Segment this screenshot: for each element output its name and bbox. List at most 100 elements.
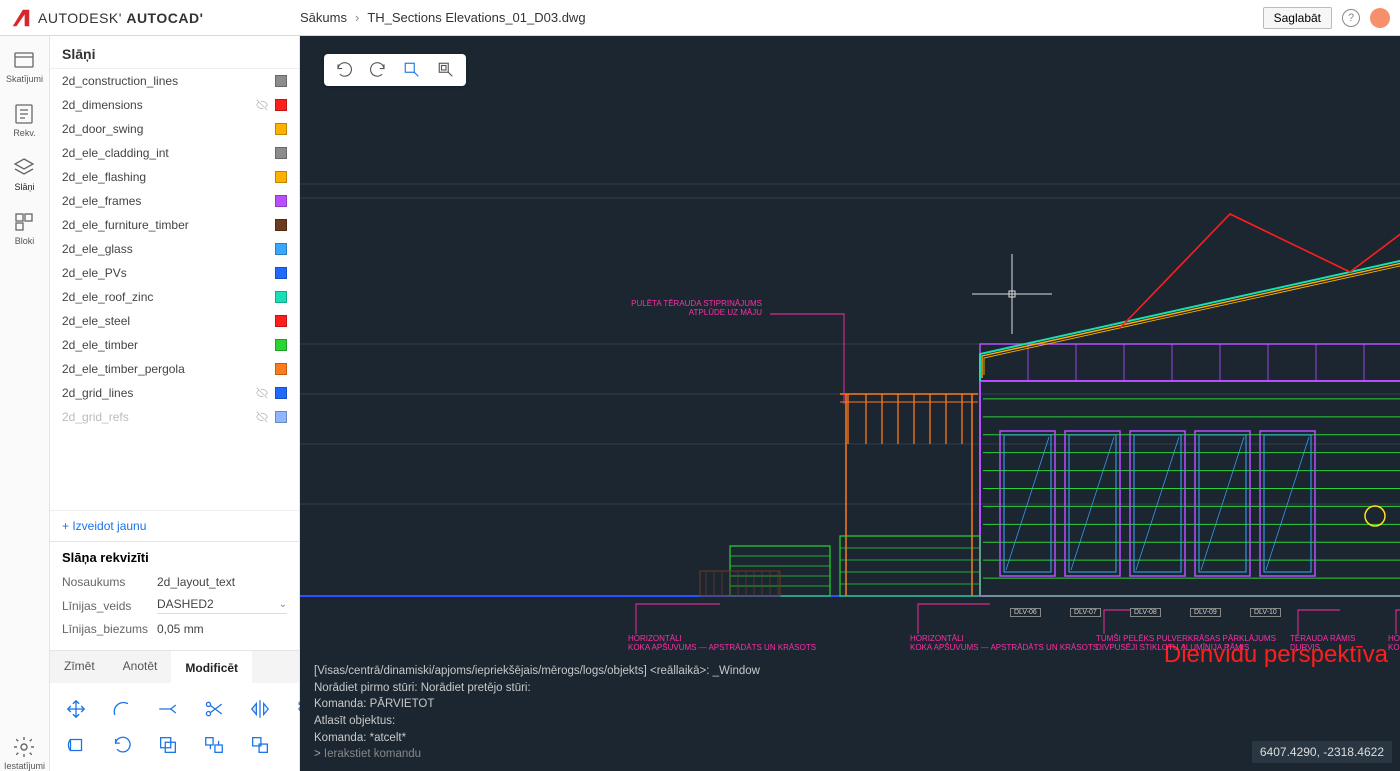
tool-arc[interactable]	[104, 693, 140, 725]
tool-move[interactable]	[58, 693, 94, 725]
layer-row[interactable]: 2d_dimensions	[50, 93, 299, 117]
tab-anotēt[interactable]: Anotēt	[109, 651, 172, 683]
console-line: Komanda: *atcelt*	[314, 730, 1280, 747]
layer-name: 2d_door_swing	[62, 122, 255, 136]
blocks-icon	[12, 210, 36, 234]
rail-label: Rekv.	[13, 128, 35, 138]
breadcrumb-file[interactable]: TH_Sections Elevations_01_D03.dwg	[367, 10, 585, 25]
layer-name: 2d_grid_refs	[62, 410, 255, 424]
layer-color-swatch[interactable]	[275, 99, 287, 111]
rail-item-views[interactable]: Skatījumi	[6, 48, 43, 84]
layer-row[interactable]: 2d_grid_lines	[50, 381, 299, 405]
tool-subset[interactable]	[58, 729, 94, 761]
tab-zīmēt[interactable]: Zīmēt	[50, 651, 109, 683]
layer-color-swatch[interactable]	[275, 387, 287, 399]
topbar: AUTODESK' AUTOCAD' Sākums › TH_Sections …	[0, 0, 1400, 36]
tool-align[interactable]	[196, 729, 232, 761]
visibility-off-icon[interactable]	[255, 410, 269, 424]
visibility-off-icon[interactable]	[255, 386, 269, 400]
layer-row[interactable]: 2d_ele_steel	[50, 309, 299, 333]
tool-undo-sq[interactable]	[104, 729, 140, 761]
layer-row[interactable]: 2d_construction_lines	[50, 69, 299, 93]
layer-color-swatch[interactable]	[275, 243, 287, 255]
layer-row[interactable]: 2d_ele_cladding_int	[50, 141, 299, 165]
layer-props-title: Slāņa rekvizīti	[62, 550, 287, 565]
layer-row[interactable]: 2d_ele_frames	[50, 189, 299, 213]
layer-color-swatch[interactable]	[275, 195, 287, 207]
breadcrumb-sep-icon: ›	[355, 10, 359, 25]
layer-color-swatch[interactable]	[275, 171, 287, 183]
app-logo: AUTODESK' AUTOCAD'	[10, 7, 300, 29]
rail-item-blocks[interactable]: Bloki	[12, 210, 36, 246]
save-button[interactable]: Saglabāt	[1263, 7, 1332, 29]
prop-lineweight-value[interactable]: 0,05 mm	[157, 622, 287, 636]
canvas-tool-zoom-window[interactable]	[400, 60, 424, 80]
layer-color-swatch[interactable]	[275, 291, 287, 303]
layer-color-swatch[interactable]	[275, 219, 287, 231]
canvas[interactable]: Dienvidu perspektīva PULĒTA TĒRAUDA STIP…	[300, 36, 1400, 771]
views-icon	[12, 48, 36, 72]
layer-name: 2d_ele_timber_pergola	[62, 362, 255, 376]
layer-list[interactable]: 2d_construction_lines2d_dimensions 2d_doo…	[50, 68, 299, 510]
canvas-tool-zoom-extents[interactable]	[434, 60, 458, 80]
tool-scissors[interactable]	[196, 693, 232, 725]
prop-name-value[interactable]: 2d_layout_text	[157, 575, 287, 589]
layers-title: Slāņi	[50, 36, 299, 68]
rail-item-settings[interactable]: Iestatījumi	[4, 735, 45, 771]
tool-tabs: ZīmētAnotētModificēt	[50, 651, 299, 683]
create-layer-button[interactable]: Izveidot jaunu	[50, 510, 299, 541]
rail-item-props[interactable]: Rekv.	[12, 102, 36, 138]
layer-color-swatch[interactable]	[275, 123, 287, 135]
tool-copy[interactable]	[150, 729, 186, 761]
layer-name: 2d_ele_cladding_int	[62, 146, 255, 160]
layer-color-swatch[interactable]	[275, 315, 287, 327]
avatar[interactable]	[1370, 8, 1390, 28]
autodesk-logo-icon	[10, 7, 32, 29]
rail-item-layers[interactable]: Slāņi	[12, 156, 36, 192]
layer-name: 2d_ele_PVs	[62, 266, 255, 280]
layer-row[interactable]: 2d_ele_glass	[50, 237, 299, 261]
command-input[interactable]: Ierakstiet komandu	[314, 746, 1280, 763]
layer-row[interactable]: 2d_ele_flashing	[50, 165, 299, 189]
prop-linetype-label: Līnijas_veids	[62, 599, 157, 613]
canvas-tool-redo[interactable]	[366, 60, 390, 80]
breadcrumb: Sākums › TH_Sections Elevations_01_D03.d…	[300, 10, 586, 25]
breadcrumb-root[interactable]: Sākums	[300, 10, 347, 25]
layer-row[interactable]: 2d_ele_furniture_timber	[50, 213, 299, 237]
paste-align-icon	[249, 734, 271, 756]
visibility-off-icon[interactable]	[255, 98, 269, 112]
layer-color-swatch[interactable]	[275, 411, 287, 423]
layer-color-swatch[interactable]	[275, 75, 287, 87]
tool-paste-align[interactable]	[242, 729, 278, 761]
layer-row[interactable]: 2d_ele_timber_pergola	[50, 357, 299, 381]
layer-row[interactable]: 2d_ele_roof_zinc	[50, 285, 299, 309]
layer-row[interactable]: 2d_ele_PVs	[50, 261, 299, 285]
layer-row[interactable]: 2d_grid_refs	[50, 405, 299, 429]
prop-lineweight-label: Līnijas_biezums	[62, 622, 157, 636]
props-icon	[12, 102, 36, 126]
undo-icon	[334, 61, 354, 79]
help-icon[interactable]: ?	[1342, 9, 1360, 27]
gear-icon	[12, 735, 36, 759]
align-icon	[203, 734, 225, 756]
prop-linetype-select[interactable]: DASHED2 ⌄	[157, 597, 287, 614]
zoom-window-icon	[402, 61, 422, 79]
rail-label: Iestatījumi	[4, 761, 45, 771]
tool-mirror[interactable]	[242, 693, 278, 725]
layer-color-swatch[interactable]	[275, 363, 287, 375]
nav-rail: Skatījumi Rekv. Slāņi Bloki Iestatījumi	[0, 36, 50, 771]
layer-color-swatch[interactable]	[275, 267, 287, 279]
layer-color-swatch[interactable]	[275, 147, 287, 159]
layer-color-swatch[interactable]	[275, 339, 287, 351]
tool-grid	[50, 683, 299, 771]
canvas-tool-undo[interactable]	[332, 60, 356, 80]
tab-modificēt[interactable]: Modificēt	[171, 651, 252, 683]
tool-trim[interactable]	[150, 693, 186, 725]
console-line: Komanda: PĀRVIETOT	[314, 696, 1280, 713]
layer-row[interactable]: 2d_ele_timber	[50, 333, 299, 357]
layer-row[interactable]: 2d_door_swing	[50, 117, 299, 141]
layer-properties: Slāņa rekvizīti Nosaukums 2d_layout_text…	[50, 541, 299, 650]
zoom-extents-icon	[436, 61, 456, 79]
layers-icon	[12, 156, 36, 180]
scissors-icon	[203, 698, 225, 720]
